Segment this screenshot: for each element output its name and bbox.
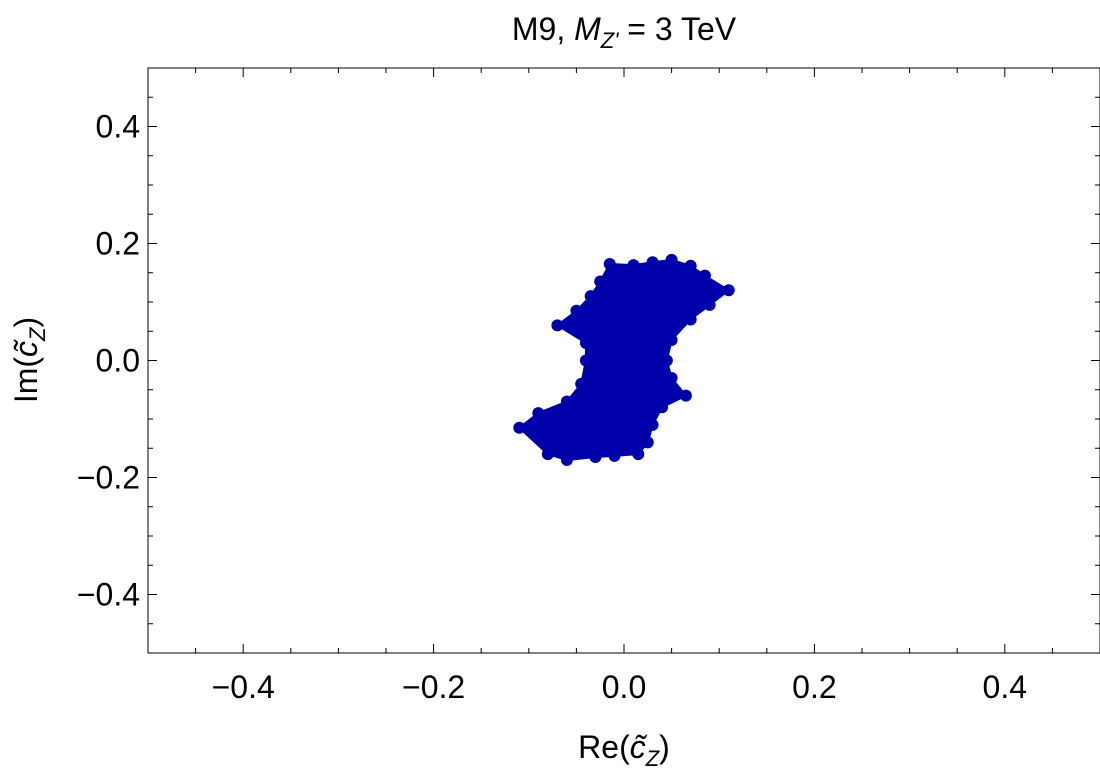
scatter-point [579,354,592,367]
x-tick-labels: −0.4 −0.2 0.0 0.2 0.4 [212,669,1027,705]
scatter-point [560,453,573,466]
scatter-point [589,451,602,464]
y-tick-label: 0.2 [96,226,140,262]
y-tick-label: −0.2 [77,460,140,496]
scatter-point [698,269,711,282]
x-tick-label: −0.2 [402,669,465,705]
data-region [513,253,735,466]
scatter-point [584,290,597,303]
scatter-point [684,259,697,272]
scatter-point [656,401,669,414]
y-tick-label: −0.4 [77,577,140,613]
scatter-point [575,377,588,390]
chart-title: M9, MZ' = 3 TeV [512,11,737,53]
x-tick-label: −0.4 [212,669,275,705]
scatter-point [722,284,735,297]
scatter-point [541,448,554,461]
scatter-point [646,418,659,431]
scatter-point [632,448,645,461]
scatter-point [560,395,573,408]
y-tick-label: 0.4 [96,109,140,145]
scatter-point [641,436,654,449]
x-tick-label: 0.0 [602,669,646,705]
y-tick-label: 0.0 [96,343,140,379]
scatter-point [551,319,564,332]
y-axis-label: Im(c̃Z) [8,317,50,403]
x-axis-label: Re(c̃Z) [578,729,670,771]
scatter-point [627,259,640,272]
scatter-point [646,256,659,269]
scatter-point [513,421,526,434]
scatter-point [679,389,692,402]
scatter-point [665,334,678,347]
x-tick-label: 0.2 [792,669,836,705]
scatter-point [703,298,716,311]
y-tick-labels: 0.4 0.2 0.0 −0.2 −0.4 [77,109,140,613]
tick-marks [147,67,1100,654]
scatter-point [532,407,545,420]
scatter-point [579,336,592,349]
scatter-point [608,449,621,462]
scatter-point [684,313,697,326]
scatter-point [665,372,678,385]
scatter-region [518,258,730,461]
x-tick-label: 0.4 [983,669,1027,705]
scatter-point [660,354,673,367]
scatter-point [603,257,616,270]
scatter-point [570,304,583,317]
scatter-point [594,275,607,288]
scatter-point [665,253,678,266]
